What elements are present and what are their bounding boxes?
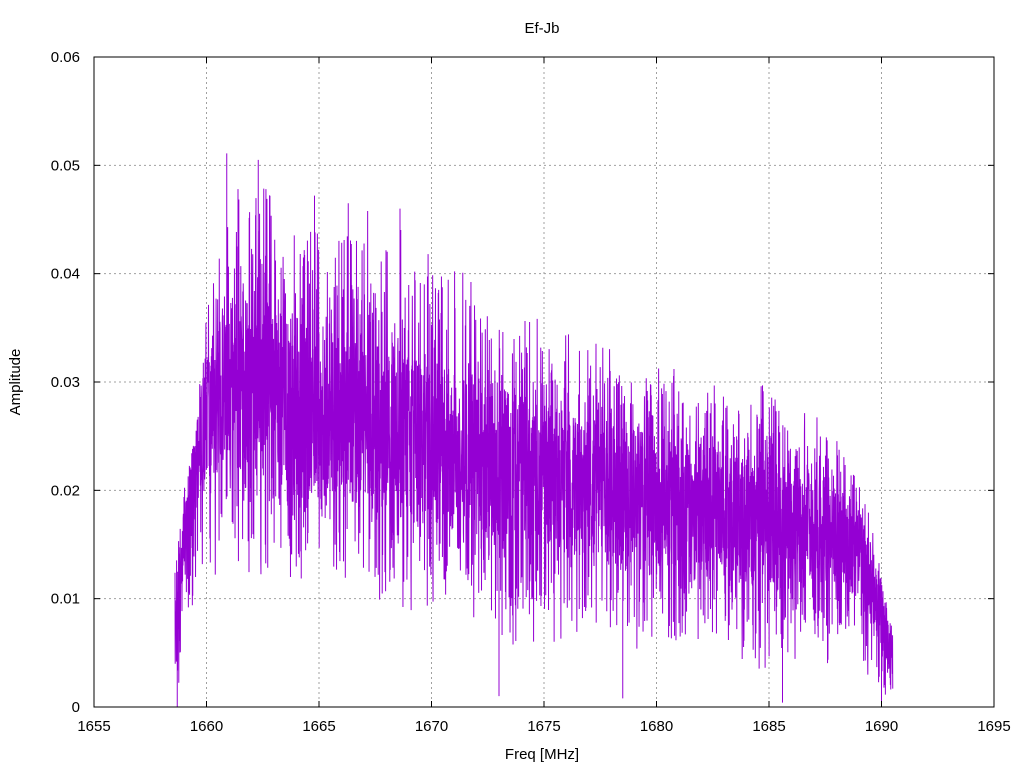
y-tick-label: 0.05	[51, 157, 80, 174]
x-tick-label: 1665	[302, 718, 335, 735]
y-tick-label: 0.06	[51, 49, 80, 66]
x-axis-title: Freq [MHz]	[505, 746, 579, 763]
amplitude-series-line	[174, 153, 894, 707]
y-tick-label: 0.02	[51, 482, 80, 499]
tick-marks	[93, 56, 995, 708]
y-tick-label: 0.03	[51, 374, 80, 391]
x-tick-label: 1685	[752, 718, 785, 735]
x-tick-label: 1655	[77, 718, 110, 735]
series-layer	[174, 153, 894, 707]
x-tick-label: 1660	[190, 718, 223, 735]
y-tick-label: 0.01	[51, 591, 80, 608]
y-tick-label: 0	[72, 699, 80, 716]
y-tick-labels: 0 0.01 0.02 0.03 0.04 0.05 0.06	[51, 49, 80, 716]
x-tick-label: 1675	[527, 718, 560, 735]
chart-title: Ef-Jb	[524, 20, 559, 37]
x-tick-label: 1690	[865, 718, 898, 735]
x-tick-label: 1680	[640, 718, 673, 735]
y-tick-label: 0.04	[51, 266, 80, 283]
y-axis-title: Amplitude	[7, 349, 24, 416]
x-tick-labels: 1655 1660 1665 1670 1675 1680 1685 1690 1695	[77, 718, 1010, 735]
x-tick-label: 1695	[977, 718, 1010, 735]
x-tick-label: 1670	[415, 718, 448, 735]
